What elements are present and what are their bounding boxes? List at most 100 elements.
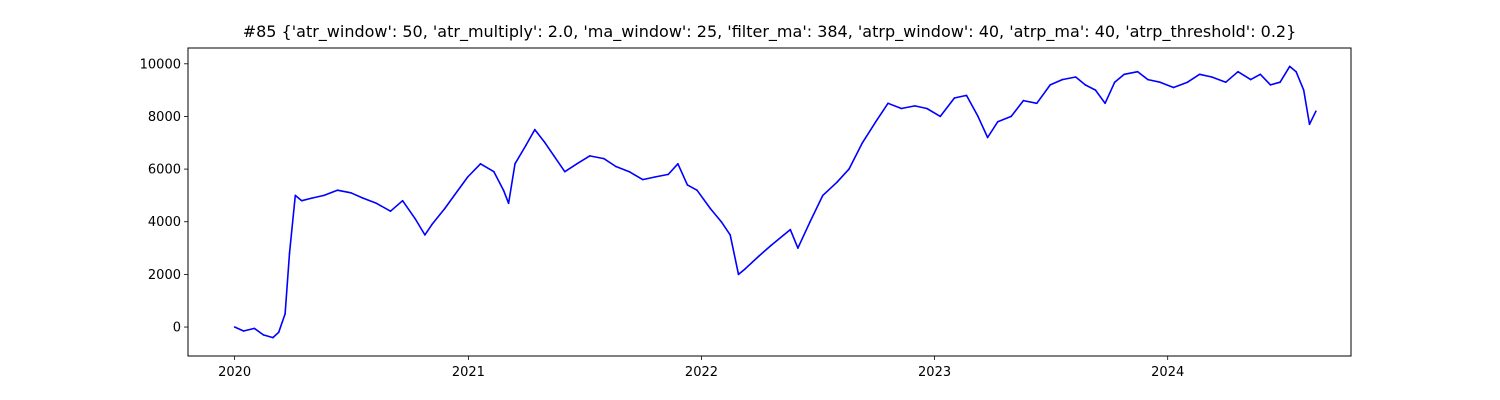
data-point <box>1061 78 1064 81</box>
data-point <box>424 234 426 236</box>
chart-title: #85 {'atr_window': 50, 'atr_multiply': 2… <box>242 22 1297 41</box>
data-point <box>1147 78 1149 81</box>
data-point <box>300 199 303 202</box>
data-point <box>401 199 404 202</box>
data-point <box>525 144 527 147</box>
data-point <box>1249 78 1252 81</box>
data-point <box>770 244 772 247</box>
data-point <box>336 189 339 191</box>
y-tick-label: 4000 <box>148 215 181 230</box>
y-tick-label: 8000 <box>148 110 181 125</box>
y-tick-label: 6000 <box>148 163 181 178</box>
data-point <box>1186 81 1189 83</box>
data-point <box>822 194 824 197</box>
data-point <box>986 136 989 139</box>
x-tick-label: 2021 <box>452 365 485 380</box>
x-axis: 2020 2021 2022 2023 2024 <box>218 356 1184 380</box>
data-point <box>242 330 245 332</box>
data-point <box>507 202 510 205</box>
series-line-0 <box>234 65 1317 339</box>
data-point <box>709 207 712 210</box>
data-point <box>729 234 731 236</box>
data-point <box>262 334 265 336</box>
data-point <box>1279 81 1281 83</box>
data-point <box>502 189 505 191</box>
data-point <box>809 220 811 223</box>
data-point <box>1104 102 1106 105</box>
data-point <box>861 142 864 144</box>
data-point <box>720 220 723 223</box>
data-point <box>887 102 889 105</box>
x-tick-label: 2022 <box>685 365 718 380</box>
data-point <box>443 207 446 210</box>
data-point <box>628 170 631 173</box>
data-point <box>284 313 286 315</box>
data-point <box>836 181 838 184</box>
data-point <box>534 128 536 131</box>
data-point <box>603 157 605 160</box>
data-point <box>758 255 760 257</box>
data-point <box>997 120 999 123</box>
data-point <box>1302 89 1305 91</box>
data-point <box>1225 81 1227 83</box>
data-point <box>311 197 313 199</box>
data-point <box>350 192 352 194</box>
data-point <box>641 178 644 181</box>
data-point <box>789 228 792 231</box>
y-tick-label: 10000 <box>140 57 181 72</box>
data-point <box>953 97 956 99</box>
data-point <box>1123 73 1126 76</box>
y-tick-label: 0 <box>173 321 181 336</box>
x-tick-label: 2023 <box>918 365 951 380</box>
data-point <box>576 163 578 165</box>
data-point <box>1315 110 1317 112</box>
data-point <box>544 142 546 144</box>
data-point <box>1074 76 1077 78</box>
data-point <box>737 273 740 276</box>
data-point <box>277 331 280 334</box>
data-point <box>553 155 555 157</box>
data-point <box>493 170 495 173</box>
data-point <box>875 120 877 123</box>
data-point <box>1295 70 1297 73</box>
data-point <box>667 173 670 176</box>
data-point <box>294 194 297 197</box>
data-point <box>588 155 591 157</box>
x-tick-label: 2020 <box>218 365 251 380</box>
x-tick-label: 2024 <box>1151 365 1184 380</box>
data-point <box>1172 86 1175 89</box>
data-point <box>323 194 325 197</box>
data-point <box>1049 84 1051 86</box>
data-point <box>926 107 928 110</box>
data-point <box>744 268 746 270</box>
data-point <box>1198 73 1201 76</box>
data-point <box>615 165 617 168</box>
data-point <box>272 336 274 339</box>
data-point <box>1022 99 1025 102</box>
data-point <box>1308 123 1311 126</box>
data-point <box>453 194 456 197</box>
data-point <box>1288 65 1291 68</box>
data-point <box>1259 73 1262 76</box>
data-point <box>389 210 392 212</box>
data-point <box>654 176 656 178</box>
data-point <box>677 163 679 165</box>
data-point <box>431 223 433 226</box>
data-point <box>1237 70 1239 73</box>
data-point <box>965 94 968 97</box>
data-point <box>1269 84 1272 86</box>
data-point <box>1113 81 1116 83</box>
data-point <box>479 163 482 165</box>
data-point <box>848 168 850 170</box>
y-tick-label: 2000 <box>148 268 181 283</box>
data-point <box>466 176 469 178</box>
data-point <box>1010 115 1012 118</box>
data-point <box>564 170 566 173</box>
data-point <box>1159 81 1161 83</box>
data-point <box>1084 84 1087 86</box>
data-point <box>977 115 979 118</box>
data-point <box>1036 102 1038 105</box>
data-point <box>1094 89 1097 91</box>
